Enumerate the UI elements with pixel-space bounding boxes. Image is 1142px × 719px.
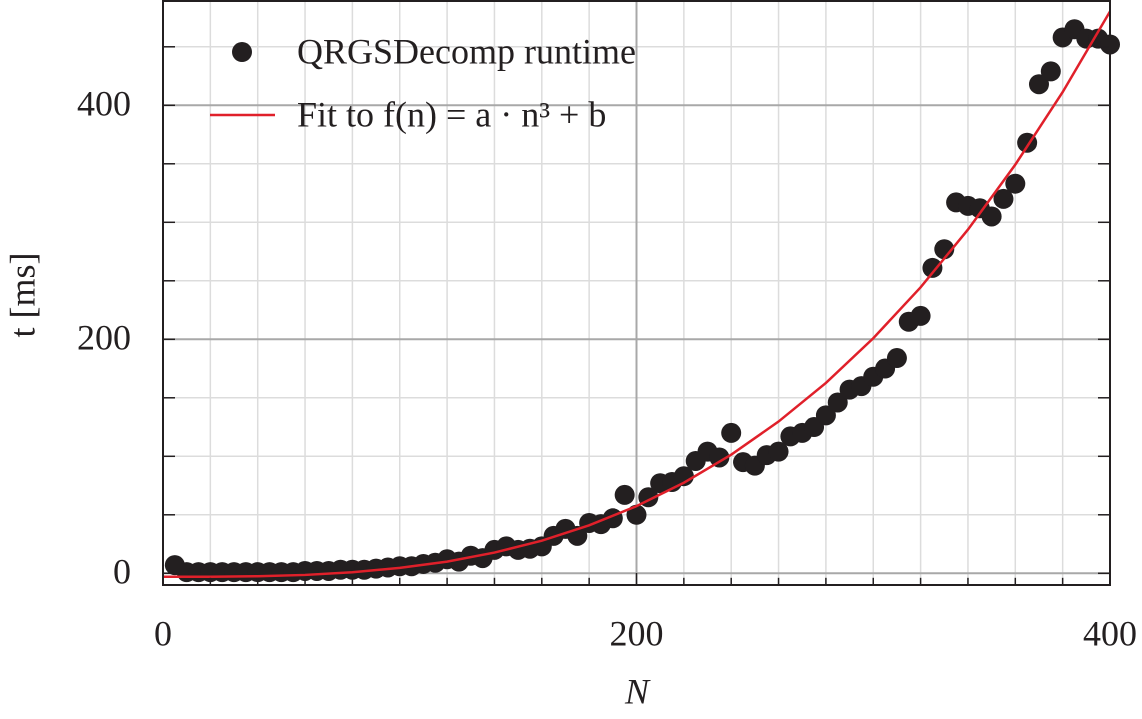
y-tick-label: 400 [77, 84, 131, 124]
data-point [709, 447, 730, 468]
data-point [721, 422, 742, 443]
grid [162, 0, 1111, 585]
legend-label: QRGSDecomp runtime [297, 31, 636, 71]
y-tick-label: 0 [113, 552, 131, 592]
data-point [993, 188, 1014, 209]
fit-line [162, 10, 1112, 579]
data-point [768, 441, 789, 462]
frame [162, 0, 1111, 586]
data-point [827, 392, 848, 413]
x-tick-label: 400 [1083, 613, 1137, 653]
data-point [1040, 61, 1061, 82]
data-point [910, 305, 931, 326]
x-axis-label: N [624, 671, 651, 711]
data-point [815, 405, 836, 426]
x-tick-label: 200 [610, 613, 664, 653]
y-tick-label: 200 [77, 318, 131, 358]
legend-label: Fit to f(n) = a · n³ + b [297, 94, 606, 134]
data-point [626, 504, 647, 525]
data-point [1028, 74, 1049, 95]
legend-marker [232, 42, 252, 62]
data-point [886, 348, 907, 369]
plot-marks [162, 10, 1120, 583]
x-tick-label: 0 [154, 613, 172, 653]
data-point [922, 257, 943, 278]
data-point [614, 484, 635, 505]
data-point [981, 206, 1002, 227]
plot-frame [162, 0, 1111, 586]
y-axis-label: t [ms] [2, 253, 42, 338]
data-point [1005, 173, 1026, 194]
legend: QRGSDecomp runtime Fit to f(n) = a · n³ +… [210, 31, 636, 134]
